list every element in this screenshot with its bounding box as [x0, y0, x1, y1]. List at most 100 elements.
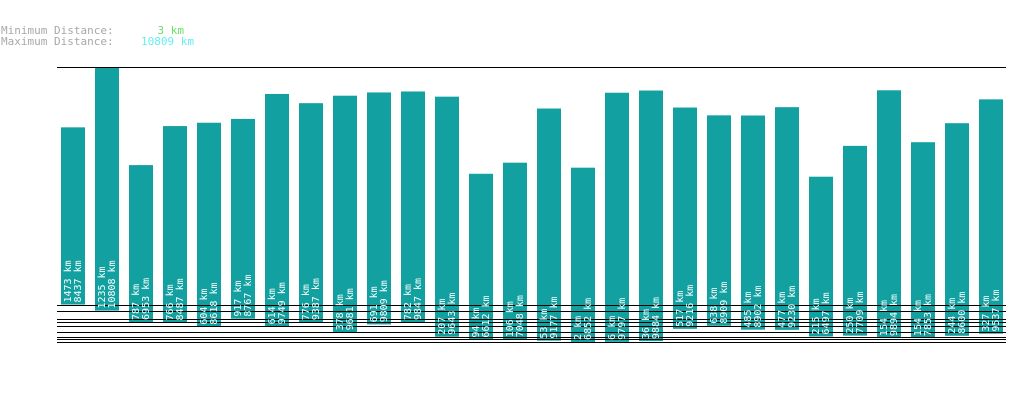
bar-label-group-21: 485 km 8902 km: [743, 286, 764, 328]
bar-9: [333, 95, 357, 333]
legend-min-value: 3 km: [157, 24, 185, 37]
bar-27: [945, 123, 969, 336]
legend-min-label: Minimum Distance:: [1, 24, 114, 37]
max-distance-label-14: 7048 km: [515, 295, 526, 337]
bar-12: [435, 96, 459, 337]
bar-label-group-26: 154 km 7853 km: [913, 294, 934, 336]
bar-label-group-11: 782 km 9847 km: [403, 278, 424, 320]
max-distance-label-18: 9884 km: [651, 297, 662, 339]
bar-6: [231, 118, 255, 319]
max-distance-label-27: 8600 km: [957, 292, 968, 334]
min-distance-label-3: 787 km: [131, 284, 142, 320]
min-distance-label-1: 1473 km: [63, 260, 74, 302]
min-distance-label-8: 776 km: [301, 284, 312, 320]
bar-label-group-24: 250 km 7709 km: [845, 291, 866, 333]
bar-8: [299, 103, 323, 323]
min-distance-label-5: 604 km: [199, 289, 210, 325]
bar-label-group-17: 6 km 9797 km: [607, 298, 628, 340]
legend-min-row: Minimum Distance: 3 km: [1, 25, 184, 36]
max-distance-label-1: 8437 km: [73, 260, 84, 302]
max-distance-label-28: 9537 km: [991, 290, 1002, 332]
min-distance-label-4: 766 km: [165, 284, 176, 320]
bar-label-group-7: 614 km 9749 km: [267, 282, 288, 324]
legend-max-label: Maximum Distance:: [1, 35, 114, 48]
bar-label-group-28: 327 km 9537 km: [981, 290, 1002, 332]
max-distance-label-11: 9847 km: [413, 278, 424, 320]
max-distance-label-3: 6953 km: [141, 278, 152, 320]
bar-label-group-19: 517 km 9216 km: [675, 285, 696, 327]
min-distance-label-13: 94 km: [471, 307, 482, 337]
max-distance-label-23: 6497 km: [821, 292, 832, 334]
max-distance-label-19: 9216 km: [685, 285, 696, 327]
min-distance-label-26: 154 km: [913, 300, 924, 336]
bar-7: [265, 93, 289, 327]
min-distance-label-24: 250 km: [845, 298, 856, 334]
max-distance-label-10: 9809 km: [379, 280, 390, 322]
max-distance-label-9: 9681 km: [345, 288, 356, 330]
max-distance-label-7: 9749 km: [277, 282, 288, 324]
bar-label-group-23: 215 km 6497 km: [811, 292, 832, 334]
bar-24: [843, 145, 867, 336]
bar-3: [129, 165, 153, 322]
bar-label-group-20: 638 km 8909 km: [709, 282, 730, 324]
bar-10: [367, 92, 391, 325]
bar-label-group-5: 604 km 8618 km: [199, 282, 220, 324]
bar-1: [61, 127, 85, 305]
bar-label-group-4: 766 km 8487 km: [165, 278, 186, 320]
max-distance-label-4: 8487 km: [175, 278, 186, 320]
bar-label-group-15: 53 km 9177 km: [539, 296, 560, 338]
min-distance-label-23: 215 km: [811, 298, 822, 334]
min-distance-label-19: 517 km: [675, 291, 686, 327]
bar-label-group-22: 477 km 9230 km: [777, 286, 798, 328]
bar-label-group-1: 1473 km 8437 km: [63, 260, 84, 302]
bar-14: [503, 162, 527, 340]
bar-16: [571, 167, 595, 342]
max-distance-label-8: 9387 km: [311, 278, 322, 320]
bar-22: [775, 107, 799, 330]
min-distance-label-28: 327 km: [981, 296, 992, 332]
min-distance-label-15: 53 km: [539, 309, 550, 339]
max-distance-label-15: 9177 km: [549, 296, 560, 338]
min-distance-label-17: 6 km: [607, 316, 618, 340]
min-distance-label-27: 244 km: [947, 298, 958, 334]
max-distance-label-16: 6852 km: [583, 298, 594, 340]
min-distance-label-10: 691 km: [369, 286, 380, 322]
bar-23: [809, 176, 833, 337]
max-distance-label-2: 10808 km: [107, 260, 118, 308]
min-distance-label-7: 614 km: [267, 288, 278, 324]
min-distance-label-12: 207 km: [437, 299, 448, 335]
bar-20: [707, 115, 731, 326]
bar-label-group-3: 787 km 6953 km: [131, 278, 152, 320]
min-distance-label-18: 36 km: [641, 309, 652, 339]
bar-label-group-18: 36 km 9884 km: [641, 297, 662, 339]
max-distance-label-12: 9643 km: [447, 293, 458, 335]
max-distance-label-25: 9894 km: [889, 294, 900, 336]
min-distance-label-21: 485 km: [743, 292, 754, 328]
bar-label-group-12: 207 km 9643 km: [437, 293, 458, 335]
bar-label-group-27: 244 km 8600 km: [947, 292, 968, 334]
bar-19: [673, 107, 697, 329]
bar-label-group-16: 2 km 6852 km: [573, 298, 594, 340]
bar-label-group-25: 154 km 9894 km: [879, 294, 900, 336]
min-distance-label-2: 1235 km: [97, 266, 108, 308]
bar-15: [537, 108, 561, 341]
bar-17: [605, 92, 629, 342]
bar-18: [639, 90, 663, 342]
bar-label-group-2: 1235 km 10808 km: [97, 260, 118, 308]
max-distance-label-5: 8618 km: [209, 282, 220, 324]
max-distance-label-13: 6612 km: [481, 295, 492, 337]
bar-2: [95, 67, 119, 311]
max-distance-label-24: 7709 km: [855, 291, 866, 333]
min-distance-label-22: 477 km: [777, 292, 788, 328]
min-distance-label-11: 782 km: [403, 284, 414, 320]
bar-11: [401, 91, 425, 323]
bar-5: [197, 122, 221, 327]
min-distance-label-16: 2 km: [573, 316, 584, 340]
bar-21: [741, 115, 765, 330]
bar-label-group-13: 94 km 6612 km: [471, 295, 492, 337]
bar-label-group-10: 691 km 9809 km: [369, 280, 390, 322]
min-distance-label-20: 638 km: [709, 288, 720, 324]
min-distance-label-14: 106 km: [505, 301, 516, 337]
max-distance-label-17: 9797 km: [617, 298, 628, 340]
max-distance-label-6: 8767 km: [243, 275, 254, 317]
